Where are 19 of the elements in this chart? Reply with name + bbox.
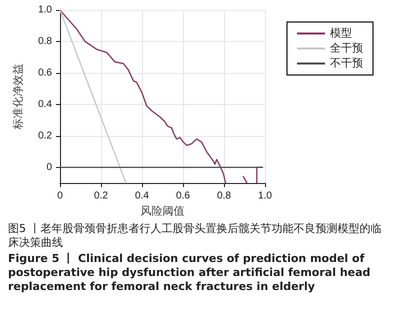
- legend-label: 全干预: [330, 42, 363, 54]
- caption: Figure 5 丨 Clinical decision curves of prediction model of postoperative hip dysfunction after artificial femoral head replacement for femoral neck fractures in elderly: [8, 252, 372, 294]
- y-tick-label: 0.8: [38, 36, 52, 47]
- y-axis-title: 标准化净效益: [12, 64, 24, 131]
- legend-label: 模型: [330, 28, 352, 40]
- y-tick-label: 0.2: [38, 130, 52, 142]
- y-tick-label: 0.6: [38, 67, 52, 78]
- y-tick-label: 0.4: [38, 98, 52, 110]
- y-tick-label: 1.0: [38, 4, 52, 16]
- x-tick-label: 1.0: [258, 190, 272, 202]
- x-axis-title: 风险阈值: [140, 206, 184, 218]
- x-tick-label: 0.4: [135, 190, 150, 202]
- caption: 图5 丨老年股骨颈骨折患者行人工股骨头置换后髋关节功能不良预测模型的临床决策曲线: [8, 222, 382, 250]
- x-tick-label: 0.6: [176, 190, 190, 202]
- x-tick-label: 0.2: [94, 190, 108, 202]
- x-tick-label: 0.8: [217, 190, 232, 202]
- legend-label: 不干预: [330, 58, 363, 70]
- y-tick-label: 0: [46, 162, 52, 173]
- x-tick-label: 0: [57, 190, 64, 202]
